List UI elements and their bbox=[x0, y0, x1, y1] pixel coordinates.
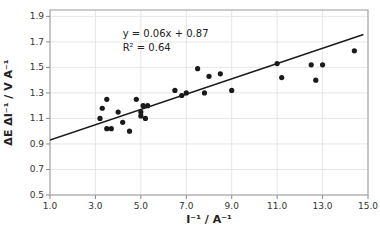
tick-label: 0.7 bbox=[30, 164, 44, 174]
tick bbox=[322, 195, 323, 199]
tick bbox=[277, 195, 278, 199]
point bbox=[309, 62, 314, 67]
grid-line bbox=[50, 41, 368, 42]
point bbox=[202, 90, 207, 95]
tick bbox=[140, 195, 141, 199]
point bbox=[206, 74, 211, 79]
grid-line bbox=[231, 10, 232, 195]
tick bbox=[46, 92, 50, 93]
point bbox=[143, 116, 148, 121]
grid bbox=[50, 10, 368, 195]
tick-label: 1.5 bbox=[30, 62, 44, 72]
tick bbox=[46, 16, 50, 17]
point bbox=[127, 129, 132, 134]
tick-label: 3.0 bbox=[88, 201, 103, 211]
point bbox=[116, 109, 121, 114]
x-axis-label: I⁻¹ / A⁻¹ bbox=[186, 213, 232, 226]
point bbox=[120, 120, 125, 125]
tick-label: 11.0 bbox=[267, 201, 287, 211]
annotation-text: y = 0.06x + 0.87 bbox=[123, 28, 209, 39]
axes: 1.0 3.0 5.0 7.0 9.0 11.0 13.0 15.0 0.5 0.7 0.9 1.1 1… bbox=[30, 10, 379, 211]
point bbox=[104, 97, 109, 102]
grid-line bbox=[50, 67, 368, 68]
tick-label: 0.5 bbox=[30, 190, 44, 200]
point bbox=[104, 126, 109, 131]
marks bbox=[50, 34, 363, 140]
regression-line bbox=[50, 34, 363, 140]
tick-label: 1.0 bbox=[43, 201, 58, 211]
tick-label: 7.0 bbox=[179, 201, 194, 211]
tick-label: 1.9 bbox=[30, 11, 45, 21]
tick bbox=[368, 195, 369, 199]
grid-line bbox=[50, 169, 368, 170]
tick-label: 1.1 bbox=[30, 113, 44, 123]
tick bbox=[95, 195, 96, 199]
grid-line bbox=[50, 143, 368, 144]
tick-label: 1.3 bbox=[30, 88, 44, 98]
tick bbox=[46, 118, 50, 119]
tick bbox=[231, 195, 232, 199]
point bbox=[134, 97, 139, 102]
point bbox=[97, 116, 102, 121]
annotation-text: R² = 0.64 bbox=[123, 42, 171, 53]
tick bbox=[50, 195, 51, 199]
point bbox=[100, 106, 105, 111]
grid-line bbox=[277, 10, 278, 195]
y-axis-label: ΔE ΔI⁻¹ / V A⁻¹ bbox=[2, 59, 15, 145]
tick-label: 5.0 bbox=[134, 201, 149, 211]
tick-label: 1.7 bbox=[30, 37, 44, 47]
tick bbox=[46, 143, 50, 144]
point bbox=[195, 66, 200, 71]
tick bbox=[186, 195, 187, 199]
tick-label: 13.0 bbox=[313, 201, 333, 211]
tick bbox=[46, 195, 50, 196]
tick bbox=[46, 67, 50, 68]
grid-line bbox=[50, 92, 368, 93]
annotation: y = 0.06x + 0.87 R² = 0.64 bbox=[123, 28, 209, 53]
tick bbox=[46, 41, 50, 42]
tick bbox=[46, 169, 50, 170]
grid-line bbox=[95, 10, 96, 195]
point bbox=[279, 75, 284, 80]
point bbox=[172, 88, 177, 93]
point bbox=[352, 48, 357, 53]
tick-label: 0.9 bbox=[30, 139, 45, 149]
point bbox=[229, 88, 234, 93]
point bbox=[218, 71, 223, 76]
grid-line bbox=[50, 16, 368, 17]
plot-frame bbox=[50, 10, 368, 195]
point bbox=[320, 62, 325, 67]
chart: 1.0 3.0 5.0 7.0 9.0 11.0 13.0 15.0 0.5 0.7 0.9 1.1 1… bbox=[0, 0, 380, 229]
point bbox=[313, 78, 318, 83]
tick-label: 15.0 bbox=[358, 201, 378, 211]
point bbox=[109, 126, 114, 131]
grid-line bbox=[322, 10, 323, 195]
tick-label: 9.0 bbox=[225, 201, 240, 211]
